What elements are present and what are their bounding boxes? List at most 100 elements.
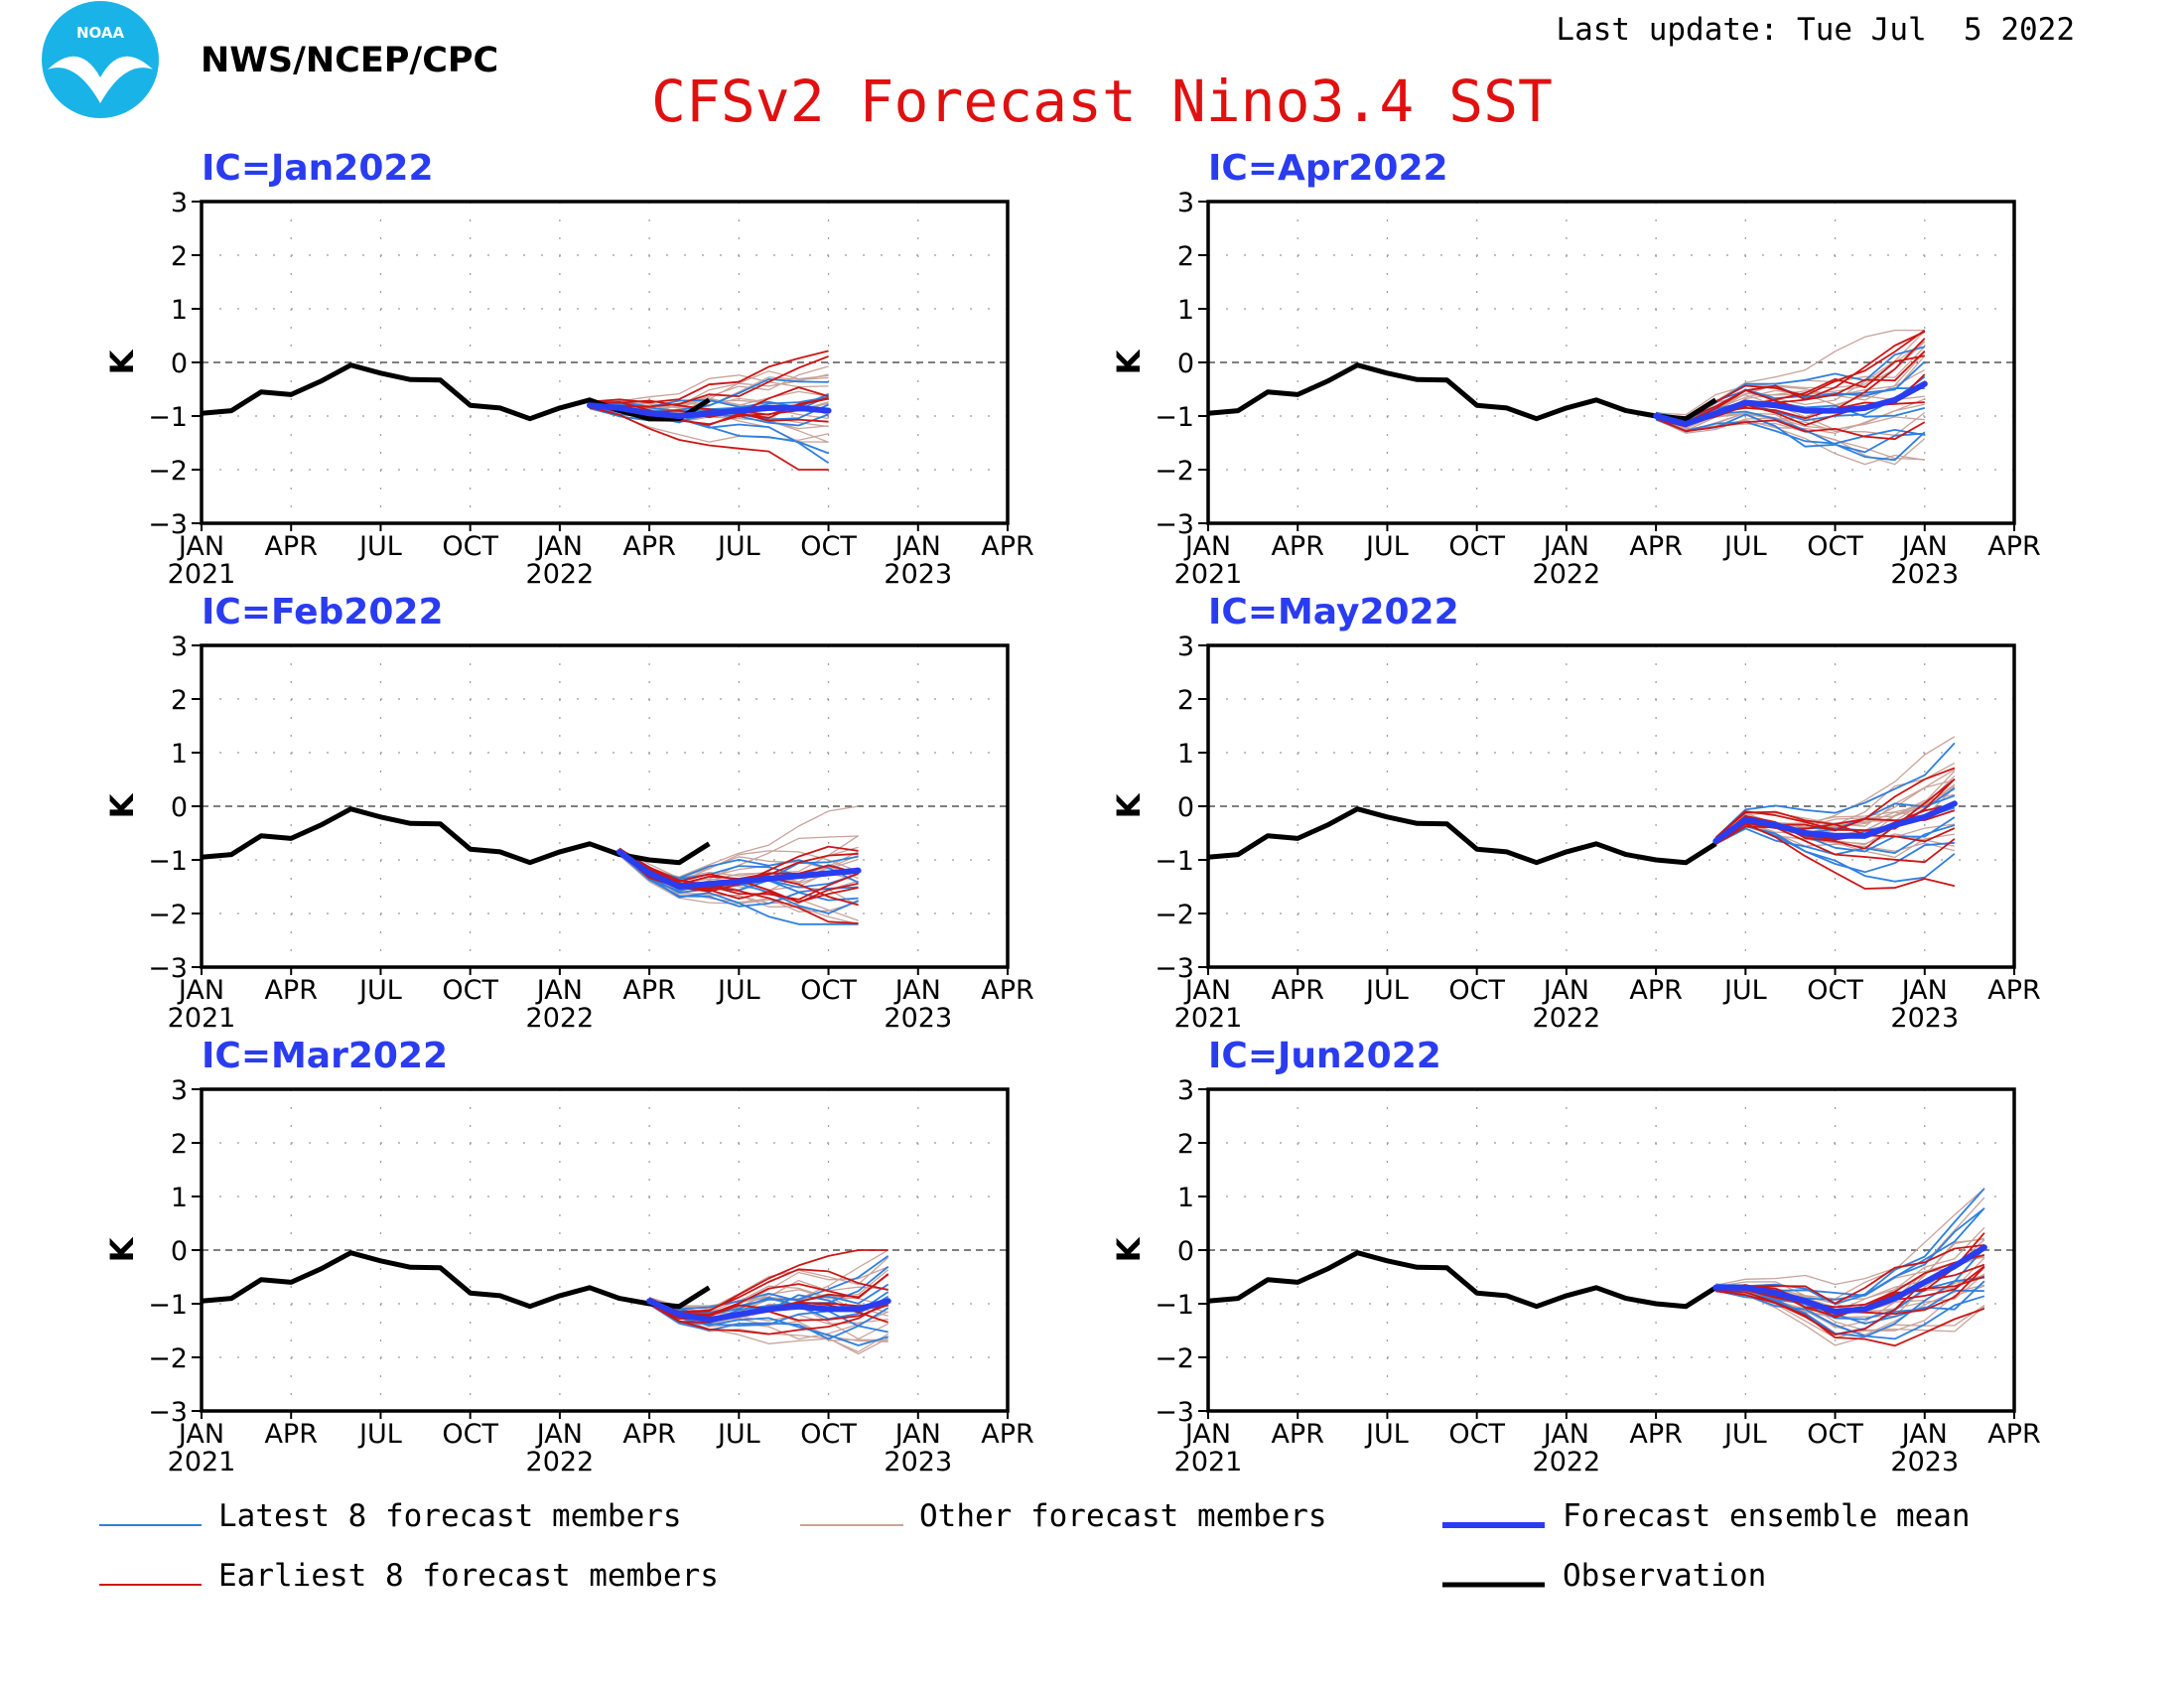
x-tick-year-label: 2023 bbox=[1890, 1003, 1959, 1034]
y-tick-label: 3 bbox=[1177, 632, 1194, 662]
x-tick-label: JAN bbox=[535, 975, 583, 1006]
member-line-earliest bbox=[589, 406, 829, 471]
x-tick-label: JAN bbox=[535, 531, 583, 562]
legend-label-observation: Observation bbox=[1563, 1558, 1766, 1594]
x-tick-label: APR bbox=[1987, 531, 2041, 562]
member-line-earliest bbox=[1714, 803, 1956, 839]
x-tick-label: APR bbox=[981, 1419, 1034, 1450]
x-tick-label: APR bbox=[1271, 531, 1324, 562]
y-tick-label: −2 bbox=[1155, 1343, 1194, 1374]
noaa-logo: NOAA bbox=[42, 1, 159, 118]
x-tick-label: JUL bbox=[1364, 531, 1409, 562]
x-tick-year-label: 2022 bbox=[1533, 1003, 1601, 1034]
x-tick-label: JUL bbox=[716, 975, 760, 1006]
x-tick-year-label: 2022 bbox=[526, 559, 595, 590]
y-tick-label: 0 bbox=[1177, 792, 1194, 823]
member-line-earliest bbox=[1714, 822, 1956, 890]
member-line-latest bbox=[1715, 1289, 1985, 1340]
y-tick-label: 2 bbox=[171, 685, 188, 716]
legend-label-earliest: Earliest 8 forecast members bbox=[218, 1558, 719, 1594]
x-tick-label: JUL bbox=[357, 1419, 402, 1450]
x-tick-label: JAN bbox=[1542, 1419, 1589, 1450]
y-tick-label: 0 bbox=[171, 792, 188, 823]
y-tick-label: −2 bbox=[148, 900, 188, 930]
x-tick-label: JAN bbox=[1900, 975, 1948, 1006]
x-tick-label: JUL bbox=[716, 1419, 760, 1450]
x-tick-label: APR bbox=[1629, 1419, 1683, 1450]
x-tick-year-label: 2021 bbox=[1174, 559, 1243, 590]
x-tick-label: OCT bbox=[442, 975, 498, 1006]
observation-line bbox=[201, 1250, 711, 1310]
observation-line bbox=[1207, 1250, 1717, 1310]
plot-frame bbox=[1206, 200, 2016, 525]
observation-line bbox=[1207, 362, 1717, 422]
last-update-label: Last update: Tue Jul 5 2022 bbox=[1556, 12, 2075, 48]
x-tick-year-label: 2023 bbox=[884, 1447, 952, 1477]
member-line-latest bbox=[1714, 742, 1956, 839]
y-tick-label: −1 bbox=[1155, 1290, 1194, 1321]
y-tick-label: 2 bbox=[171, 241, 188, 272]
x-tick-label: OCT bbox=[442, 1419, 498, 1450]
y-tick-label: −3 bbox=[148, 953, 188, 984]
panel-title: IC=Mar2022 bbox=[202, 1036, 448, 1076]
member-line-earliest bbox=[589, 355, 829, 408]
y-tick-label: 0 bbox=[1177, 349, 1194, 379]
x-tick-label: JAN bbox=[1542, 975, 1589, 1006]
member-line-earliest bbox=[589, 401, 829, 426]
x-tick-year-label: 2022 bbox=[526, 1003, 595, 1034]
observation-line bbox=[201, 362, 711, 422]
x-tick-label: JAN bbox=[1183, 531, 1231, 562]
y-axis-label: K bbox=[103, 1236, 141, 1262]
noaa-logo-text: NOAA bbox=[76, 24, 125, 42]
y-tick-label: 1 bbox=[171, 295, 188, 326]
y-axis-label: K bbox=[103, 792, 141, 818]
y-axis-label: K bbox=[1110, 792, 1148, 818]
x-tick-label: JAN bbox=[1900, 531, 1948, 562]
x-tick-label: JUL bbox=[357, 531, 402, 562]
figure-title: CFSv2 Forecast Nino3.4 SST bbox=[651, 68, 1553, 135]
member-line-earliest bbox=[1714, 825, 1956, 864]
y-tick-label: 2 bbox=[1177, 685, 1194, 716]
y-tick-label: −2 bbox=[1155, 900, 1194, 930]
observation-line bbox=[1207, 806, 1717, 866]
y-tick-label: 3 bbox=[1177, 1075, 1194, 1106]
x-tick-label: JAN bbox=[1183, 1419, 1231, 1450]
y-tick-label: 1 bbox=[1177, 295, 1194, 326]
plot-frame bbox=[200, 1087, 1010, 1413]
y-tick-label: 3 bbox=[1177, 188, 1194, 218]
x-tick-label: OCT bbox=[1807, 1419, 1863, 1450]
y-tick-label: −2 bbox=[148, 456, 188, 487]
x-tick-year-label: 2021 bbox=[168, 1003, 236, 1034]
x-tick-label: JUL bbox=[1364, 1419, 1409, 1450]
x-tick-year-label: 2021 bbox=[168, 559, 236, 590]
y-tick-label: −1 bbox=[1155, 846, 1194, 877]
ensemble-mean-line bbox=[587, 402, 832, 419]
x-tick-label: APR bbox=[264, 531, 318, 562]
x-tick-label: OCT bbox=[800, 975, 857, 1006]
x-tick-label: APR bbox=[1987, 975, 2041, 1006]
x-tick-label: APR bbox=[1629, 975, 1683, 1006]
panel-title: IC=Jun2022 bbox=[1208, 1036, 1441, 1076]
member-line-other bbox=[1715, 1188, 1985, 1300]
member-line-earliest bbox=[589, 386, 829, 414]
member-line-earliest bbox=[648, 1268, 888, 1313]
x-tick-label: JUL bbox=[357, 975, 402, 1006]
legend-item-other: Other forecast members bbox=[800, 1498, 1327, 1534]
legend-item-mean: Forecast ensemble mean bbox=[1442, 1498, 1971, 1534]
panel-title: IC=Apr2022 bbox=[1208, 148, 1448, 189]
member-line-latest bbox=[648, 1303, 888, 1340]
member-line-latest bbox=[1655, 418, 1925, 445]
y-tick-label: 0 bbox=[1177, 1236, 1194, 1267]
y-tick-label: 2 bbox=[1177, 241, 1194, 272]
y-tick-label: −3 bbox=[1155, 953, 1194, 984]
panel-title: IC=Feb2022 bbox=[202, 592, 444, 633]
member-line-other bbox=[1715, 1196, 1985, 1287]
legend-label-other: Other forecast members bbox=[919, 1498, 1327, 1534]
member-line-earliest bbox=[1715, 1290, 1985, 1347]
x-tick-label: JAN bbox=[893, 1419, 941, 1450]
ensemble-mean-line bbox=[646, 1298, 891, 1324]
x-tick-year-label: 2021 bbox=[168, 1447, 236, 1477]
x-tick-label: OCT bbox=[800, 531, 857, 562]
